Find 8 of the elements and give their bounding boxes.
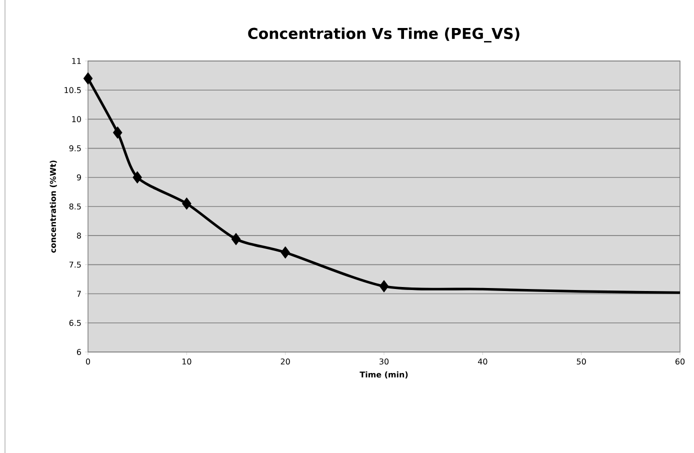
point [280, 246, 290, 259]
chart-title: Concentration Vs Time (PEG_VS) [248, 28, 520, 42]
point [112, 126, 122, 139]
point [83, 72, 93, 85]
point [132, 171, 142, 184]
point [379, 280, 389, 292]
point [231, 232, 241, 246]
point [182, 197, 192, 210]
